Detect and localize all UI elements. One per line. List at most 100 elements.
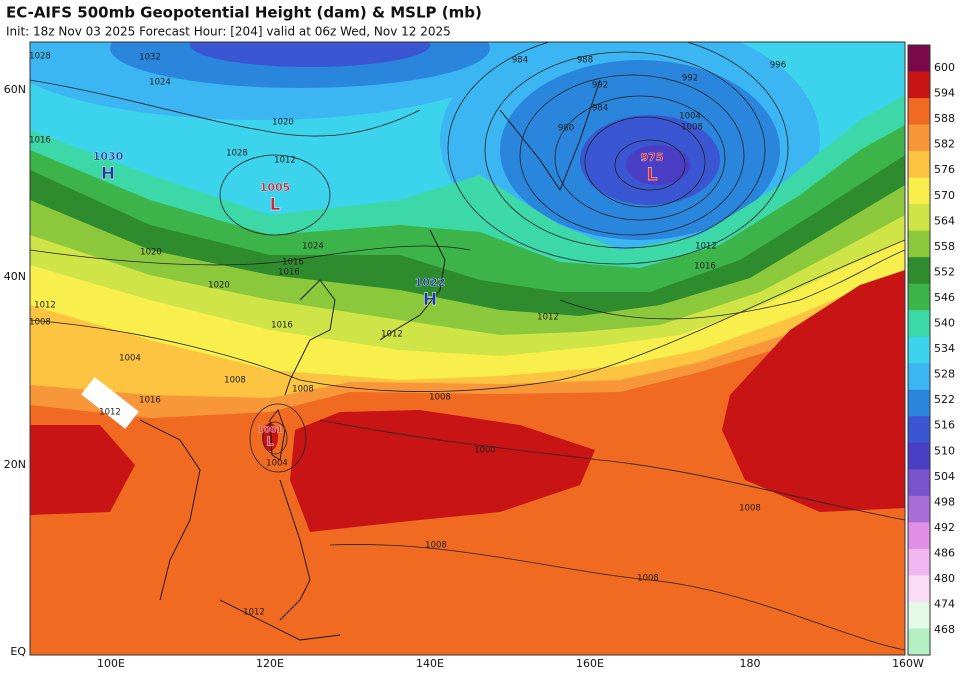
- band: [262, 423, 278, 451]
- center-symbol: L: [266, 435, 274, 449]
- colorbar-label: 558: [934, 240, 955, 253]
- isobar-label: 1032: [139, 53, 161, 63]
- isobar-label: 1020: [272, 118, 294, 128]
- colorbar-cell: [908, 522, 930, 550]
- band: [626, 145, 690, 185]
- isobar-label: 1004: [119, 354, 141, 364]
- isobar-label: 1028: [29, 52, 51, 62]
- isobar-label: 1008: [224, 376, 246, 386]
- center-symbol: H: [101, 164, 115, 184]
- isobar-label: 988: [577, 56, 593, 66]
- center-value: 975: [641, 151, 664, 164]
- isobar-label: 1020: [208, 281, 230, 291]
- colorbar-cell: [908, 442, 930, 470]
- coastlines: [139, 79, 601, 641]
- band: [190, 42, 430, 67]
- isobar-label: 980: [558, 124, 574, 134]
- isobars: [30, 42, 905, 651]
- colorbar-label: 582: [934, 138, 955, 151]
- colorbar-cell: [908, 257, 930, 285]
- isobar-label: 1008: [292, 385, 314, 395]
- isobar-label: 1008: [637, 574, 659, 584]
- colorbar-cell: [908, 151, 930, 179]
- colorbar-label: 552: [934, 265, 955, 278]
- center-symbol: L: [270, 195, 281, 215]
- colorbar-cell: [908, 71, 930, 99]
- center-symbol: H: [423, 290, 437, 310]
- isobar-label: 1012: [243, 608, 265, 618]
- isobar-label: 1012: [381, 330, 403, 340]
- lat-label: 20N: [4, 458, 26, 471]
- colorbar-cell: [908, 98, 930, 126]
- isobar-label: 1012: [537, 313, 559, 323]
- lat-label: 40N: [4, 270, 26, 283]
- colorbar-cell: [908, 310, 930, 338]
- colorbar-label: 576: [934, 163, 955, 176]
- height-field: [30, 42, 905, 655]
- colorbar-cell: [908, 575, 930, 603]
- colorbar-cell: [908, 336, 930, 364]
- center-value: 1022: [415, 276, 446, 289]
- colorbar-cell: [908, 45, 930, 73]
- isobar-label: 984: [592, 104, 608, 114]
- isobar-label: 1016: [271, 321, 293, 331]
- colorbar-cell: [908, 204, 930, 232]
- colorbar-label: 468: [934, 623, 955, 636]
- isobar-label: 1024: [149, 78, 171, 88]
- colorbar-cell: [908, 363, 930, 391]
- isobar-label: 1008: [739, 504, 761, 514]
- center-symbol: L: [647, 165, 658, 185]
- isobar-label: 1016: [29, 136, 51, 146]
- colorbar-cell: [908, 230, 930, 258]
- colorbar-cell: [908, 469, 930, 497]
- colorbar-label: 498: [934, 495, 955, 508]
- isobar-label: 1012: [274, 156, 296, 166]
- isobar-label: 992: [592, 81, 608, 91]
- isobar-label: 984: [512, 56, 528, 66]
- lat-label: EQ: [10, 645, 26, 658]
- colorbar-frame: [907, 44, 931, 656]
- isobar-label: 1004: [266, 459, 288, 469]
- labels: 60N 40N 20N EQ 100E 120E 140E 160E 180 160W 600 594…: [4, 44, 955, 670]
- colorbar-label: 474: [934, 598, 955, 611]
- band: [30, 425, 135, 515]
- lon-label: 100E: [97, 657, 125, 670]
- colorbar-label: 564: [934, 214, 955, 227]
- colorbar-cell: [908, 124, 930, 152]
- colorbar-cell: [908, 177, 930, 205]
- lat-label: 60N: [4, 83, 26, 96]
- isobar-label: 1016: [278, 268, 300, 278]
- colorbar-label: 570: [934, 189, 955, 202]
- center-value: 1001: [257, 426, 282, 436]
- colorbar-label: 516: [934, 419, 955, 432]
- lon-label: 180: [740, 657, 761, 670]
- center-value: 1005: [260, 181, 291, 194]
- colorbar-label: 486: [934, 546, 955, 559]
- isobar-label: 1008: [425, 541, 447, 551]
- colorbar-label: 522: [934, 393, 955, 406]
- map-frame: [29, 41, 906, 656]
- isobar-label: 1008: [681, 123, 703, 133]
- isobar-label: 1008: [29, 318, 51, 328]
- lon-label: 140E: [416, 657, 444, 670]
- colorbar-label: 492: [934, 521, 955, 534]
- band: [722, 270, 905, 512]
- colorbar-label: 546: [934, 291, 955, 304]
- isobar-label: 1016: [139, 396, 161, 406]
- isobar-label: 996: [770, 61, 786, 71]
- lon-label: 160W: [892, 657, 924, 670]
- colorbar-label: 600: [934, 61, 955, 74]
- lon-label: 120E: [256, 657, 284, 670]
- colorbar-cell: [908, 495, 930, 523]
- isobar-label: 1016: [694, 262, 716, 272]
- isobar-label: 1012: [99, 408, 121, 418]
- colorbar-cell: [908, 389, 930, 417]
- colorbar-label: 480: [934, 572, 955, 585]
- colorbar-label: 534: [934, 342, 955, 355]
- colorbar-cell: [908, 628, 930, 656]
- isobar-label: 1024: [302, 242, 324, 252]
- isobar-label: 1016: [282, 258, 304, 268]
- isobar-label: 1008: [429, 393, 451, 403]
- colorbar-cell: [908, 601, 930, 629]
